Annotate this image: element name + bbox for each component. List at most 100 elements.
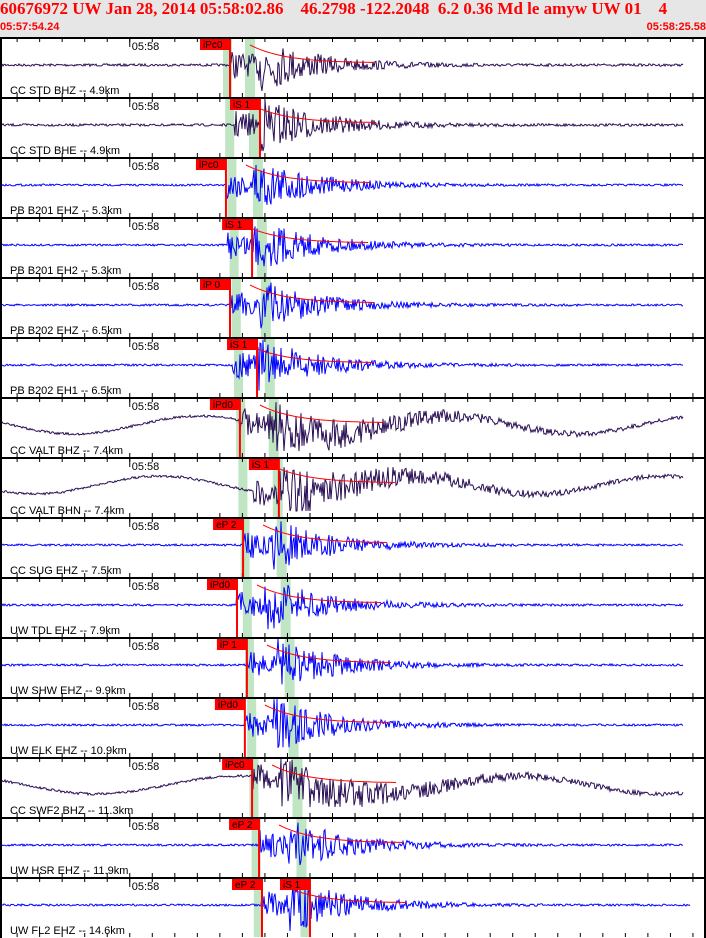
pick-flag — [213, 519, 244, 530]
minute-label: 05:58 — [132, 701, 160, 713]
trace-row[interactable]: 05:58 iP 0 PB B202 EHZ -- 6.5km — [0, 277, 706, 337]
travel-time-window — [223, 37, 232, 97]
pick-label: iP 0 — [203, 280, 220, 291]
trace-row[interactable]: 05:58 iPd0 UW ELK EHZ -- 10.9km — [0, 697, 706, 757]
station-label: PB B202 EH1 -- 6.5km — [10, 385, 121, 397]
trace-row[interactable]: 05:58 iS 1 PB B201 EH2 -- 5.3km — [0, 217, 706, 277]
minute-label: 05:58 — [132, 101, 160, 113]
pick-flag — [195, 159, 226, 170]
waveform — [1, 822, 683, 866]
waveform — [1, 638, 684, 685]
waveform — [1, 48, 684, 91]
travel-time-window — [296, 817, 307, 877]
waveform — [2, 698, 684, 748]
travel-time-window — [272, 457, 283, 517]
travel-time-window — [249, 757, 259, 817]
trace-row[interactable]: 05:58 iPc0 PB B201 EHZ -- 5.3km — [0, 157, 706, 217]
event-title: 60676972 UW Jan 28, 2014 05:58:02.86 46.… — [0, 0, 668, 18]
minute-label: 05:58 — [132, 761, 160, 773]
pick-flag — [216, 639, 247, 650]
pick-flag — [214, 699, 245, 710]
minute-label: 05:58 — [132, 641, 160, 653]
trace-row[interactable]: 05:58 eP 2 iS 1 UW FL2 EHZ -- 14.6km — [0, 877, 706, 937]
waveform — [1, 164, 684, 205]
trace-row[interactable]: 05:58 iPd0 CC VALT BHZ -- 7.4km — [0, 397, 706, 457]
coda-fit-line — [270, 464, 395, 483]
station-label: CC STD BHZ -- 4.9km — [10, 85, 119, 97]
trace-row[interactable]: 05:58 eP 2 UW HSR EHZ -- 11.9km — [0, 817, 706, 877]
event-header: 60676972 UW Jan 28, 2014 05:58:02.86 46.… — [0, 0, 706, 37]
pick-flag — [227, 339, 258, 350]
coda-fit-line — [278, 824, 404, 843]
pick-flag — [279, 879, 310, 890]
coda-fit-line — [259, 404, 384, 423]
station-label: UW HSR EHZ -- 11.9km — [10, 865, 128, 877]
minute-label: 05:58 — [132, 281, 160, 293]
trace-row[interactable]: 05:58 iS 1 CC VALT BHN -- 7.4km — [0, 457, 706, 517]
station-label: PB B202 EHZ -- 6.5km — [10, 325, 122, 337]
pick-flag — [229, 819, 260, 830]
travel-time-window — [240, 517, 250, 577]
waveform — [1, 881, 691, 932]
travel-time-window — [225, 97, 235, 157]
trace-panel[interactable]: 05:58 iPc0 CC STD BHZ -- 4.9km 05:58 iS 1 CC … — [0, 37, 706, 938]
station-label: PB B201 EH2 -- 5.3km — [10, 265, 121, 277]
pick-label: iP 1 — [220, 640, 237, 651]
pick-flag — [222, 759, 253, 770]
travel-time-window — [288, 697, 299, 757]
trace-row[interactable]: 05:58 iS 1 PB B202 EH1 -- 6.5km — [0, 337, 706, 397]
coda-fit-line — [245, 164, 370, 183]
station-label: CC VALT BHZ -- 7.4km — [10, 445, 123, 457]
station-label: UW TDL EHZ -- 7.9km — [10, 625, 120, 637]
coda-fit-line — [262, 524, 388, 543]
minute-label: 05:58 — [132, 521, 160, 533]
station-label: UW FL2 EHZ -- 14.6km — [10, 925, 125, 937]
pick-label: eP 2 — [216, 520, 237, 531]
travel-time-window — [253, 877, 263, 937]
trace-row[interactable]: 05:58 iS 1 CC STD BHE -- 4.9km — [0, 97, 706, 157]
waveform — [1, 99, 684, 152]
minute-label: 05:58 — [132, 41, 160, 53]
pick-label: eP 2 — [235, 880, 256, 891]
waveform — [1, 584, 684, 630]
pick-flag — [206, 579, 237, 590]
coda-fit-line — [249, 284, 375, 303]
minute-label: 05:58 — [132, 581, 160, 593]
coda-fit-line — [264, 704, 389, 723]
travel-time-window — [234, 337, 243, 397]
pick-label: iPc0 — [225, 760, 245, 771]
pick-label: iS 1 — [252, 460, 270, 471]
trace-row[interactable]: 05:58 iPc0 CC SWF2 BHZ -- 11.3km — [0, 757, 706, 817]
pick-label: iPd0 — [213, 400, 233, 411]
pick-flag — [200, 39, 231, 50]
waveform — [1, 467, 684, 512]
station-label: CC STD BHE -- 4.9km — [10, 145, 120, 157]
minute-label: 05:58 — [132, 341, 160, 353]
coda-fit-line — [248, 344, 374, 363]
trace-row[interactable]: 05:58 iPd0 UW TDL EHZ -- 7.9km — [0, 577, 706, 637]
waveform — [1, 339, 684, 391]
station-label: CC VALT BHN -- 7.4km — [10, 505, 124, 517]
pick-label: iS 1 — [233, 100, 251, 111]
start-time: 05:57:54.24 — [0, 21, 60, 33]
coda-fit-line — [266, 644, 391, 663]
station-label: UW ELK EHZ -- 10.9km — [10, 745, 127, 757]
pick-label: iS 1 — [225, 220, 243, 231]
trace-row[interactable]: 05:58 iP 1 UW SHW EHZ -- 9.9km — [0, 637, 706, 697]
pick-flag — [229, 99, 260, 110]
trace-row[interactable]: 05:58 iPc0 CC STD BHZ -- 4.9km — [0, 37, 706, 97]
travel-time-window — [242, 577, 252, 637]
trace-row[interactable]: 05:58 eP 2 CC SUG EHZ -- 7.5km — [0, 517, 706, 577]
coda-fit-line — [243, 224, 369, 243]
pick-flag — [209, 399, 240, 410]
pick-label: eP 2 — [232, 820, 253, 831]
travel-time-window — [280, 577, 291, 637]
waveform — [1, 282, 684, 329]
travel-time-window — [264, 337, 275, 397]
pick-label: iPd0 — [210, 580, 230, 591]
minute-label: 05:58 — [132, 881, 160, 893]
coda-fit-line — [249, 44, 375, 63]
minute-label: 05:58 — [132, 221, 160, 233]
pick-flag — [222, 219, 253, 230]
